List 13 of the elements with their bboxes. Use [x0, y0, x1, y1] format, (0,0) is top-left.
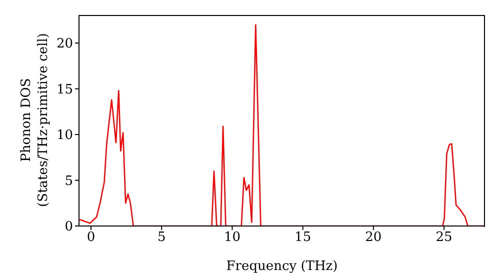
x-tick-label: 15: [294, 230, 312, 246]
x-tick-label: 0: [86, 230, 96, 246]
x-tick-label: 10: [224, 230, 240, 246]
y-tick-label: 0: [64, 220, 73, 235]
y-axis-title: Phonon DOS (States/THz·primitive cell): [18, 32, 52, 210]
x-tick-label: 5: [157, 230, 166, 246]
y-tick-label: 20: [56, 36, 73, 52]
x-tick-label: 20: [365, 230, 382, 246]
x-tick-label: 25: [436, 230, 452, 246]
x-axis-title: Frequency (THz): [226, 259, 338, 274]
y-tick-label: 10: [56, 128, 73, 144]
y-tick-label: 15: [56, 82, 73, 98]
y-tick-label: 5: [64, 174, 73, 189]
